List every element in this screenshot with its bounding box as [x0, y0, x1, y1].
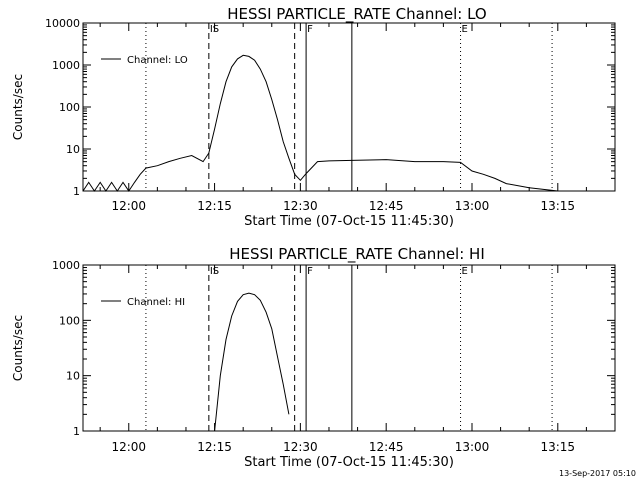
x-tick-label: 13:00	[455, 440, 490, 454]
footer-timestamp: 13-Sep-2017 05:10	[559, 469, 636, 478]
x-tick-label: 12:00	[111, 440, 146, 454]
event-marker-label: F	[307, 266, 313, 277]
x-tick-label: 12:30	[283, 199, 318, 213]
plot-frame	[82, 22, 616, 192]
y-tick-label: 10000	[45, 17, 80, 30]
event-marker-label: IS	[210, 266, 219, 277]
x-tick-label: 13:15	[540, 199, 575, 213]
plot-frame	[82, 264, 616, 432]
event-marker-label: F	[307, 24, 313, 35]
series-line	[214, 292, 290, 432]
x-tick-label: 12:45	[369, 440, 404, 454]
x-tick-label: 12:30	[283, 440, 318, 454]
y-axis-label: Counts/sec	[11, 315, 25, 381]
legend-label: Channel: HI	[127, 297, 185, 308]
x-axis-label: Start Time (07-Oct-15 11:45:30)	[244, 214, 454, 229]
event-marker-label: E	[462, 24, 468, 35]
x-tick-label: 13:00	[455, 199, 490, 213]
y-tick-label: 1	[73, 425, 80, 438]
event-marker-label: E	[462, 266, 468, 277]
y-tick-label: 1000	[52, 59, 80, 72]
y-tick-label: 10	[66, 370, 80, 383]
y-axis-label: Counts/sec	[11, 74, 25, 140]
y-tick-label: 10	[66, 143, 80, 156]
legend-label: Channel: LO	[127, 55, 188, 66]
x-tick-label: 12:45	[369, 199, 404, 213]
y-tick-label: 100	[59, 314, 80, 327]
y-tick-label: 100	[59, 101, 80, 114]
x-tick-label: 12:15	[197, 440, 232, 454]
series-line	[82, 54, 615, 192]
x-tick-label: 12:15	[197, 199, 232, 213]
event-marker-label: IS	[210, 24, 219, 35]
chart-title: HESSI PARTICLE_RATE Channel: HI	[229, 245, 485, 264]
chart-panel-hi: HESSI PARTICLE_RATE Channel: HI 1 10 100 100…	[11, 245, 616, 470]
chart-panel-lo: HESSI PARTICLE_RATE Channel: LO 1 10 100 100…	[11, 5, 616, 229]
x-tick-label: 13:15	[540, 440, 575, 454]
x-axis-label: Start Time (07-Oct-15 11:45:30)	[244, 455, 454, 470]
y-tick-label: 1	[73, 185, 80, 198]
x-tick-label: 12:00	[111, 199, 146, 213]
y-tick-label: 1000	[52, 259, 80, 272]
chart-title: HESSI PARTICLE_RATE Channel: LO	[227, 5, 486, 24]
